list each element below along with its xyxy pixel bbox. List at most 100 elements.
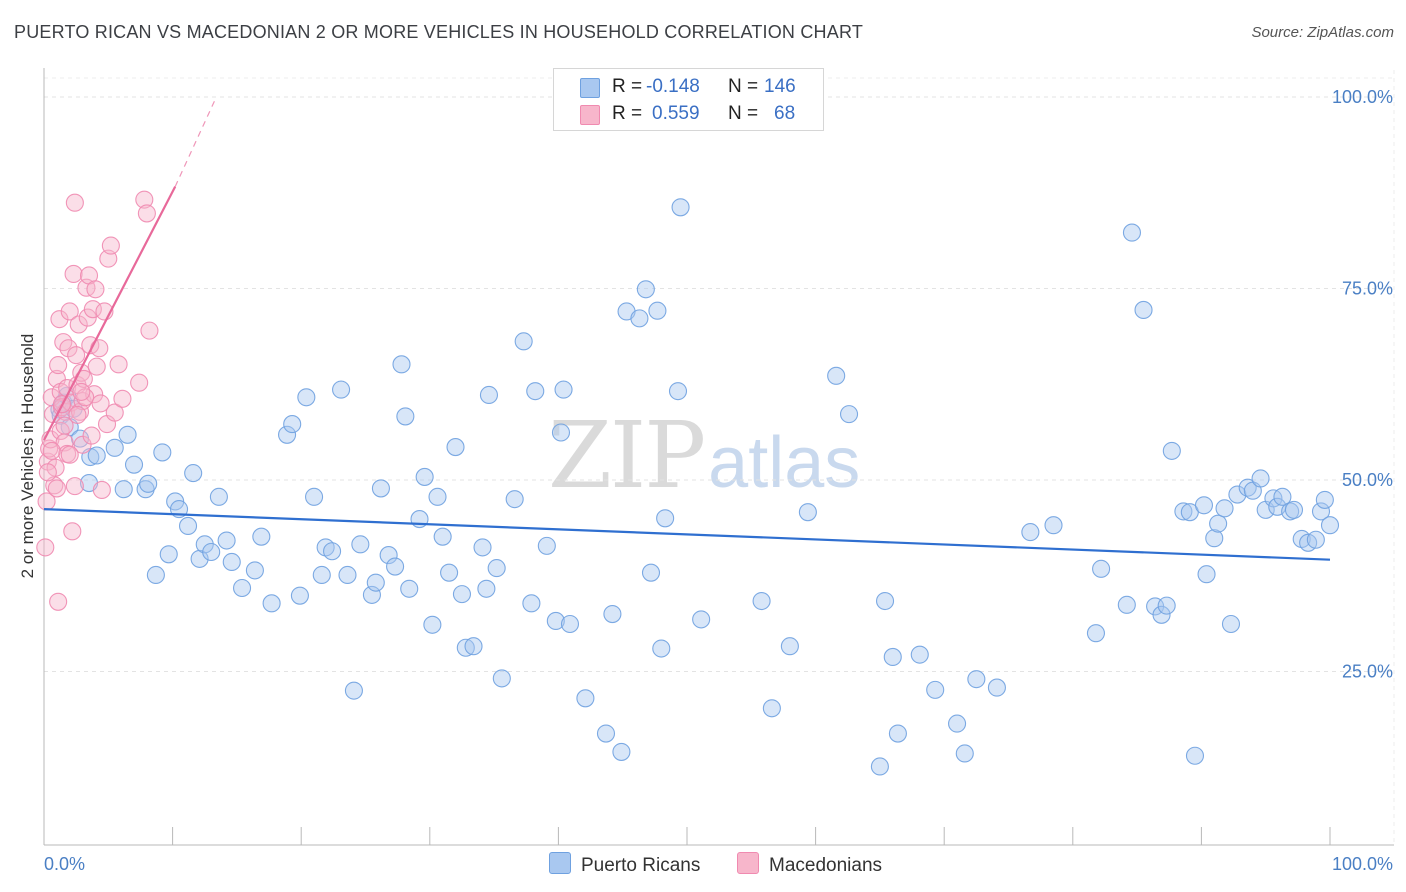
point-puerto-rican [780, 637, 799, 656]
point-puerto-rican [1162, 441, 1181, 460]
point-puerto-rican [1122, 223, 1142, 242]
point-puerto-rican [159, 545, 178, 564]
legend-n-value: 146 [764, 76, 796, 97]
point-puerto-rican [114, 480, 133, 499]
point-puerto-rican [487, 559, 506, 578]
point-macedonian [49, 592, 68, 611]
point-puerto-rican [456, 638, 475, 657]
point-puerto-rican [1152, 605, 1171, 624]
chart-title: PUERTO RICAN VS MACEDONIAN 2 OR MORE VEH… [14, 22, 864, 42]
point-puerto-rican [888, 724, 907, 743]
point-puerto-rican [1209, 514, 1228, 533]
point-puerto-rican [479, 385, 499, 405]
point-puerto-rican [379, 546, 398, 565]
point-puerto-rican [400, 579, 419, 598]
point-puerto-rican [526, 382, 545, 401]
point-puerto-rican [262, 594, 281, 613]
point-puerto-rican [955, 744, 974, 763]
point-puerto-rican [344, 681, 363, 700]
point-puerto-rican [1021, 523, 1040, 542]
point-macedonian [49, 356, 68, 375]
point-puerto-rican [560, 614, 580, 634]
point-puerto-rican [252, 527, 271, 546]
point-puerto-rican [139, 474, 158, 493]
point-macedonian [137, 204, 156, 223]
point-puerto-rican [1174, 502, 1193, 521]
point-puerto-rican [1117, 595, 1136, 614]
point-puerto-rican [671, 198, 690, 217]
point-puerto-rican [1228, 485, 1247, 504]
point-puerto-rican [648, 301, 667, 320]
point-puerto-rican [278, 425, 297, 444]
axes [43, 68, 1394, 846]
point-macedonian [69, 315, 88, 334]
point-puerto-rican [351, 535, 370, 554]
point-macedonian [70, 402, 90, 421]
point-puerto-rican [209, 487, 228, 506]
point-puerto-rican [546, 611, 565, 630]
point-macedonian [67, 346, 86, 365]
point-puerto-rican [1315, 490, 1334, 509]
point-puerto-rican [433, 527, 452, 546]
point-puerto-rican [630, 309, 649, 328]
point-puerto-rican [290, 586, 309, 605]
legend-r-value: -0.148 [646, 76, 700, 97]
point-puerto-rican [910, 645, 929, 664]
point-puerto-rican [217, 531, 236, 550]
point-puerto-rican [396, 407, 415, 426]
legend-swatch-blue [549, 852, 571, 874]
point-puerto-rican [875, 591, 895, 611]
point-macedonian [64, 264, 83, 283]
point-puerto-rican [1320, 516, 1340, 535]
point-macedonian [59, 339, 78, 358]
point-puerto-rican [178, 516, 198, 536]
data-points [36, 190, 1340, 776]
stats-legend: R = -0.148 N = 146 R = 0.559 N = 68 [553, 68, 824, 131]
point-macedonian [60, 445, 79, 464]
point-puerto-rican [603, 604, 622, 624]
point-puerto-rican [668, 382, 688, 401]
point-puerto-rican [692, 610, 711, 629]
point-puerto-rican [195, 535, 214, 554]
point-puerto-rican [297, 388, 316, 407]
point-puerto-rican [505, 490, 524, 509]
point-macedonian [65, 193, 84, 212]
point-macedonian [50, 310, 69, 329]
point-puerto-rican [636, 280, 655, 299]
point-puerto-rican [452, 585, 472, 604]
point-puerto-rican [371, 479, 390, 498]
point-puerto-rican [1194, 496, 1214, 515]
point-puerto-rican [440, 563, 459, 582]
point-puerto-rican [1264, 489, 1283, 508]
point-puerto-rican [105, 438, 124, 457]
point-puerto-rican [1311, 502, 1331, 521]
point-puerto-rican [332, 380, 351, 399]
point-puerto-rican [1134, 300, 1153, 319]
point-macedonian [78, 308, 97, 327]
point-puerto-rican [392, 355, 411, 374]
trend-line-macedonian [43, 186, 177, 441]
legend-swatch-pink [580, 105, 600, 125]
point-puerto-rican [312, 565, 331, 585]
point-macedonian [105, 403, 124, 422]
point-puerto-rican [1092, 559, 1111, 578]
point-puerto-rican [124, 455, 144, 474]
point-puerto-rican [473, 538, 492, 557]
point-puerto-rican [870, 757, 889, 776]
point-puerto-rican [641, 563, 661, 582]
legend-puerto-ricans: Puerto Ricans [549, 852, 700, 877]
point-puerto-rican [514, 332, 533, 351]
point-puerto-rican [1197, 565, 1216, 584]
point-puerto-rican [798, 503, 817, 522]
point-puerto-rican [245, 561, 264, 580]
point-macedonian [86, 280, 105, 299]
point-macedonian [82, 426, 101, 445]
legend-label: Macedonians [769, 855, 883, 876]
point-puerto-rican [366, 573, 385, 592]
trend-line-puerto-rican [43, 508, 1331, 561]
point-puerto-rican [551, 423, 571, 442]
point-puerto-rican [153, 443, 172, 462]
legend-n-label: N = [728, 103, 759, 124]
point-puerto-rican [1238, 478, 1257, 497]
y-tick-label: 25.0% [1342, 662, 1393, 682]
